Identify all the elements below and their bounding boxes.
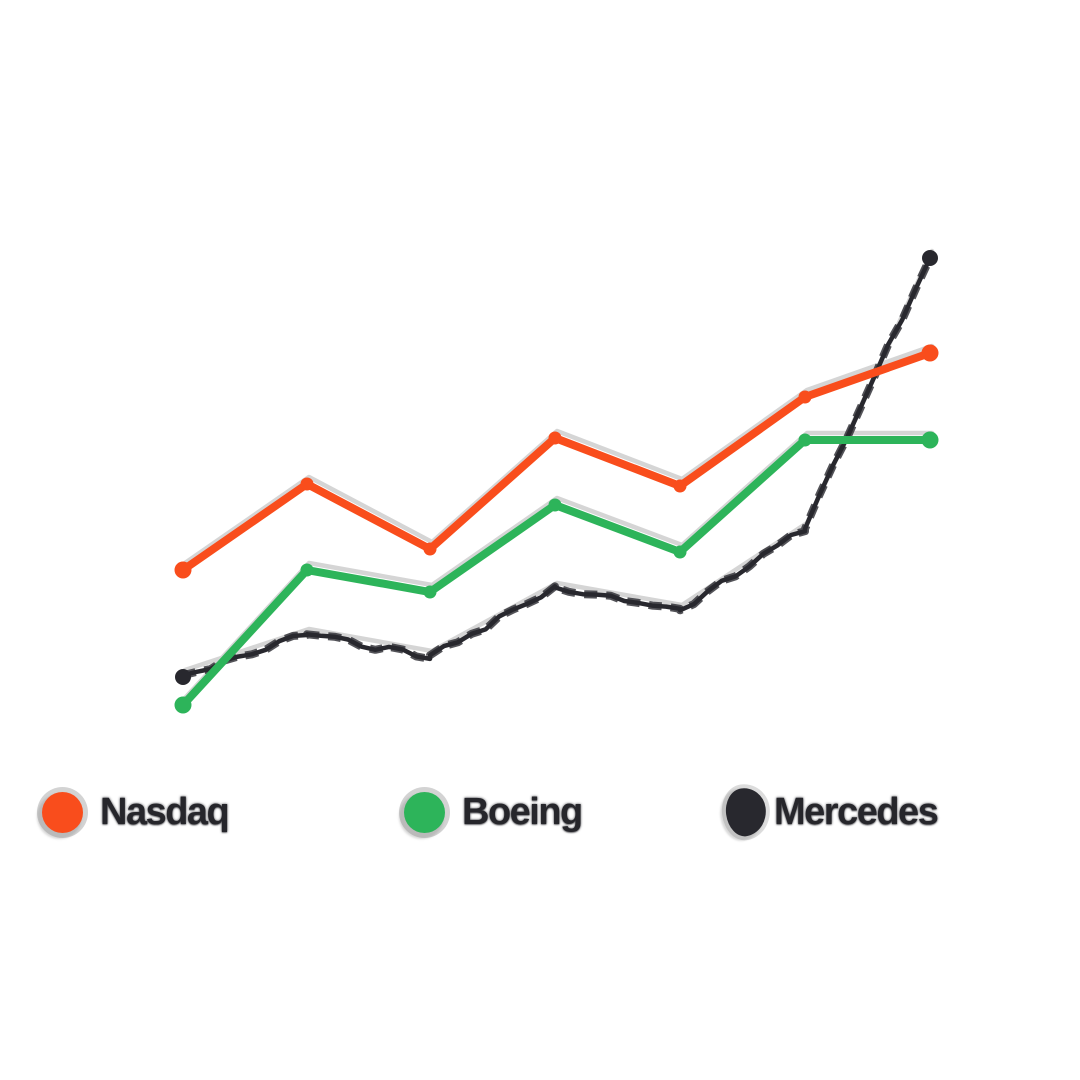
series-mercedes — [175, 250, 938, 685]
data-point-marker — [673, 479, 687, 493]
legend: Nasdaq Boeing Mercedes — [0, 782, 1080, 852]
data-point-marker — [921, 431, 939, 449]
legend-label: Nasdaq — [100, 790, 230, 833]
data-point-marker — [922, 250, 938, 266]
data-point-marker — [673, 545, 687, 559]
legend-label: Mercedes — [774, 790, 939, 833]
data-point-marker — [423, 585, 437, 599]
legend-item-nasdaq[interactable]: Nasdaq — [42, 782, 230, 842]
legend-marker-blob-dark — [722, 785, 770, 839]
data-point-marker — [300, 477, 314, 491]
legend-marker-circle-orange — [42, 791, 83, 833]
ghost-strokes — [182, 248, 935, 701]
data-point-marker — [174, 696, 192, 714]
legend-item-mercedes[interactable]: Mercedes — [722, 782, 939, 842]
legend-marker-circle-green — [404, 791, 445, 833]
data-point-marker — [175, 669, 191, 685]
series-boeing — [174, 431, 939, 714]
legend-item-boeing[interactable]: Boeing — [404, 782, 583, 842]
data-point-marker — [423, 542, 437, 556]
data-point-marker — [300, 563, 314, 577]
data-point-marker — [174, 561, 192, 579]
data-point-marker — [798, 433, 812, 447]
series-nasdaq — [174, 344, 939, 579]
legend-label: Boeing — [462, 790, 583, 833]
data-point-marker — [548, 498, 562, 512]
data-point-marker — [548, 431, 562, 445]
data-point-marker — [921, 344, 939, 362]
data-point-marker — [798, 390, 812, 404]
